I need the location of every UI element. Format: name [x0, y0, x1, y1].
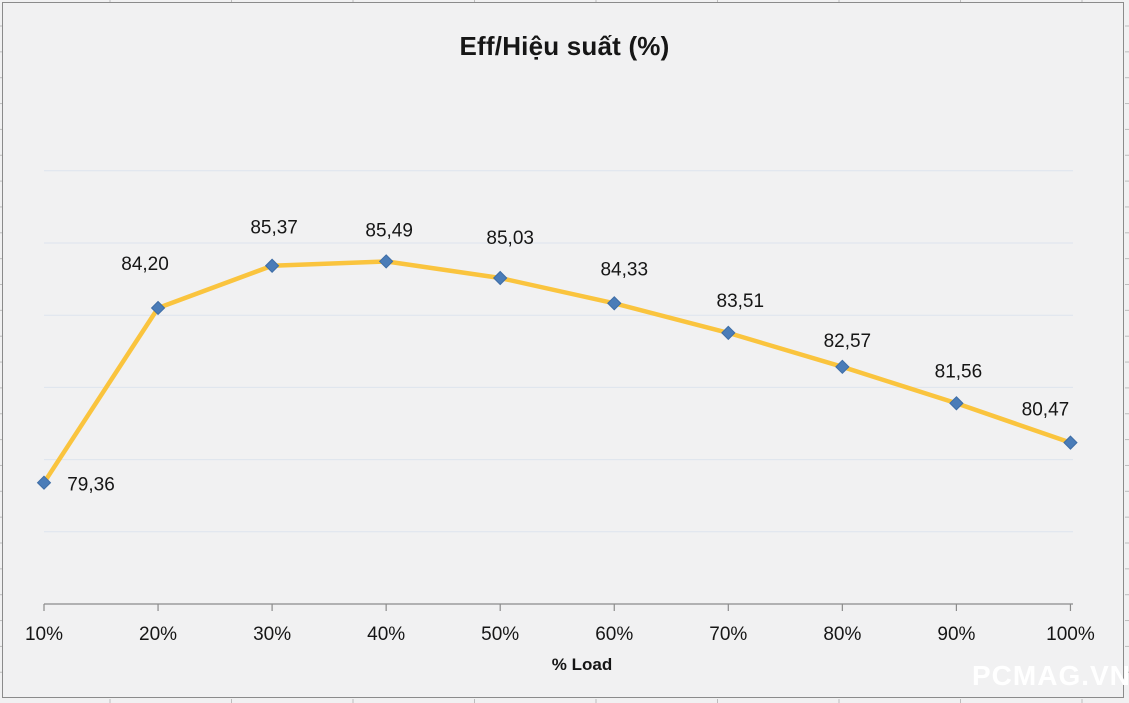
data-point-marker [378, 254, 394, 269]
x-tick-label: 10% [25, 624, 63, 645]
data-label: 84,20 [121, 254, 169, 275]
watermark: PCMAG.VN [972, 660, 1129, 691]
data-point-marker [36, 475, 52, 490]
x-tick-label: 90% [937, 624, 975, 645]
data-label: 85,03 [486, 228, 534, 249]
x-tick-label: 30% [253, 624, 291, 645]
x-tick-label: 70% [709, 624, 747, 645]
data-point-marker [835, 359, 850, 375]
x-tick-label: 20% [139, 624, 177, 645]
x-tick-label: 40% [367, 624, 405, 645]
x-tick-label: 60% [595, 624, 633, 645]
series-line [41, 259, 1073, 485]
data-label: 80,47 [1022, 400, 1070, 421]
data-label: 83,51 [717, 291, 765, 312]
x-tick-label: 100% [1046, 624, 1095, 645]
data-label: 84,33 [600, 259, 648, 280]
chart-title: Eff/Hiệu suất (%) [459, 31, 670, 61]
data-point-marker [150, 300, 166, 316]
data-point-marker [607, 296, 622, 311]
x-tick-label: 50% [481, 624, 519, 645]
data-label: 79,36 [67, 475, 115, 496]
x-axis-title: % Load [551, 655, 613, 674]
data-point-marker [721, 325, 736, 341]
data-label: 82,57 [824, 331, 872, 352]
data-label: 85,49 [365, 220, 413, 241]
data-label: 85,37 [250, 218, 298, 239]
data-label: 81,56 [935, 361, 983, 382]
data-point-marker [949, 396, 964, 411]
data-point-marker [264, 258, 280, 273]
x-tick-label: 80% [823, 624, 861, 645]
data-point-marker [492, 270, 508, 286]
data-point-marker [1063, 435, 1078, 450]
